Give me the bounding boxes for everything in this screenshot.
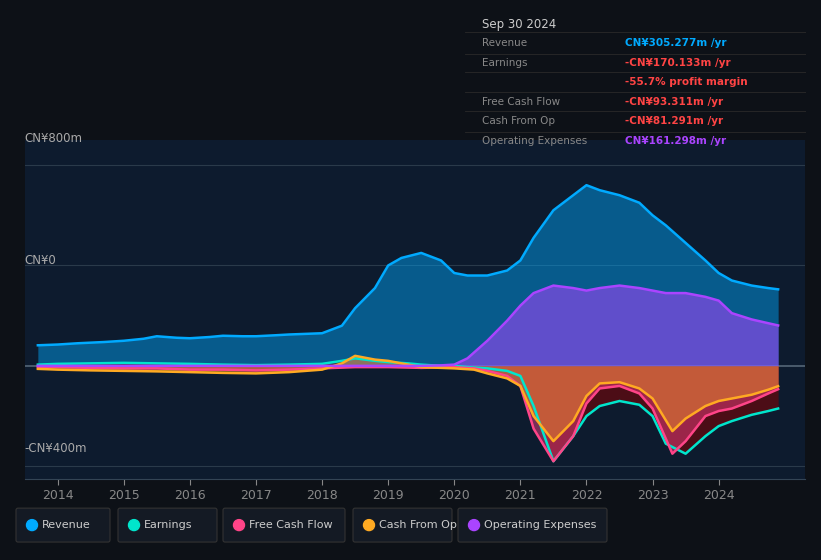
FancyBboxPatch shape (118, 508, 217, 542)
Text: -CN¥170.133m /yr: -CN¥170.133m /yr (626, 58, 731, 68)
Text: Sep 30 2024: Sep 30 2024 (482, 18, 556, 31)
FancyBboxPatch shape (223, 508, 345, 542)
Text: Free Cash Flow: Free Cash Flow (249, 520, 333, 530)
Text: CN¥161.298m /yr: CN¥161.298m /yr (626, 136, 727, 146)
Text: Free Cash Flow: Free Cash Flow (482, 97, 560, 106)
Circle shape (233, 520, 245, 530)
Circle shape (26, 520, 38, 530)
Text: -CN¥93.311m /yr: -CN¥93.311m /yr (626, 97, 723, 106)
Text: -55.7% profit margin: -55.7% profit margin (626, 77, 748, 87)
Text: Earnings: Earnings (144, 520, 192, 530)
FancyBboxPatch shape (458, 508, 607, 542)
Text: CN¥800m: CN¥800m (25, 132, 83, 146)
Text: CN¥0: CN¥0 (25, 254, 57, 267)
Text: Revenue: Revenue (42, 520, 91, 530)
Text: Cash From Op: Cash From Op (482, 116, 555, 126)
Text: Cash From Op: Cash From Op (379, 520, 456, 530)
FancyBboxPatch shape (353, 508, 452, 542)
FancyBboxPatch shape (16, 508, 110, 542)
Text: Revenue: Revenue (482, 38, 527, 48)
Text: Earnings: Earnings (482, 58, 527, 68)
Text: CN¥305.277m /yr: CN¥305.277m /yr (626, 38, 727, 48)
Text: -CN¥400m: -CN¥400m (25, 441, 87, 455)
Text: Operating Expenses: Operating Expenses (484, 520, 596, 530)
Text: Operating Expenses: Operating Expenses (482, 136, 587, 146)
Circle shape (469, 520, 479, 530)
Circle shape (129, 520, 140, 530)
Text: -CN¥81.291m /yr: -CN¥81.291m /yr (626, 116, 723, 126)
Circle shape (364, 520, 374, 530)
